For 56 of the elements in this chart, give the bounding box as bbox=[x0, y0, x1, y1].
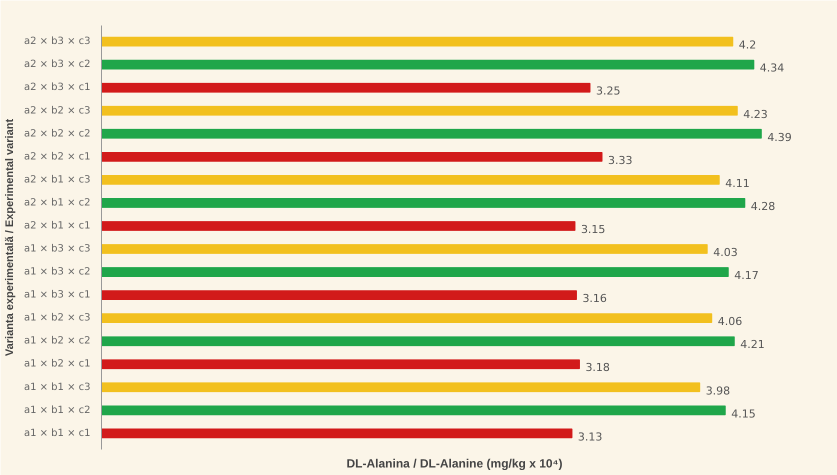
bar bbox=[102, 82, 590, 93]
data-label: 4.03 bbox=[713, 246, 738, 260]
y-tick-label: a2 × b1 × c3 bbox=[24, 174, 91, 186]
y-tick-label: a2 × b3 × c3 bbox=[24, 36, 91, 48]
y-tick-label: a1 × b3 × c3 bbox=[24, 244, 91, 255]
bar bbox=[102, 313, 712, 324]
data-label: 3.16 bbox=[582, 292, 607, 306]
bar bbox=[102, 244, 708, 254]
x-axis-title: DL-Alanina / DL-Alanine (mg/kg x 10⁴) bbox=[346, 456, 562, 470]
bar bbox=[102, 106, 738, 116]
bar bbox=[102, 36, 734, 47]
data-label: 3.15 bbox=[580, 222, 606, 236]
y-tick-label: a2 × b2 × c3 bbox=[24, 105, 91, 116]
bar bbox=[102, 152, 602, 162]
bar bbox=[102, 221, 576, 231]
data-label: 3.33 bbox=[608, 154, 632, 167]
y-axis-title: Varianta experimentală / Experimental variant bbox=[4, 118, 16, 356]
bar bbox=[102, 428, 572, 438]
y-tick-label: a1 × b2 × c3 bbox=[24, 312, 91, 324]
data-label: 4.06 bbox=[718, 315, 742, 328]
data-label: 3.13 bbox=[578, 430, 602, 444]
y-tick-label: a1 × b1 × c1 bbox=[24, 428, 91, 439]
data-label: 3.25 bbox=[596, 84, 620, 98]
data-label: 3.98 bbox=[706, 384, 730, 398]
data-label: 4.15 bbox=[731, 407, 756, 420]
data-label: 4.28 bbox=[750, 200, 776, 213]
bar bbox=[102, 60, 754, 70]
y-tick-label: a2 × b1 × c2 bbox=[24, 197, 91, 208]
y-tick-label: a1 × b1 × c3 bbox=[24, 382, 91, 393]
data-label: 4.2 bbox=[738, 38, 756, 52]
bar bbox=[102, 359, 580, 370]
data-label: 4.23 bbox=[743, 108, 768, 121]
data-label: 4.21 bbox=[740, 338, 765, 352]
y-tick-label: a2 × b2 × c1 bbox=[24, 151, 91, 162]
y-tick-label: a1 × b1 × c2 bbox=[24, 404, 91, 416]
y-tick-label: a2 × b3 × c2 bbox=[24, 59, 91, 70]
bar bbox=[102, 336, 735, 346]
bar bbox=[102, 382, 700, 392]
y-tick-label: a1 × b2 × c2 bbox=[24, 336, 91, 347]
data-label: 3.18 bbox=[585, 361, 610, 374]
data-label: 4.39 bbox=[767, 130, 792, 144]
data-label: 4.17 bbox=[734, 269, 759, 282]
y-tick-label: a1 × b3 × c1 bbox=[24, 290, 91, 301]
y-tick-label: a2 × b3 × c1 bbox=[24, 82, 91, 94]
y-tick-label: a2 × b2 × c2 bbox=[24, 128, 91, 140]
bar bbox=[102, 175, 720, 185]
bar bbox=[102, 290, 577, 300]
y-tick-label: a2 × b1 × c1 bbox=[24, 220, 91, 232]
data-label: 4.11 bbox=[725, 176, 750, 190]
bar bbox=[102, 198, 746, 208]
bar bbox=[102, 128, 762, 139]
bar bbox=[102, 267, 729, 277]
y-tick-label: a1 × b3 × c2 bbox=[24, 266, 91, 278]
bar bbox=[102, 405, 726, 416]
data-label: 4.34 bbox=[760, 62, 784, 75]
y-tick-label: a1 × b2 × c1 bbox=[24, 358, 91, 370]
